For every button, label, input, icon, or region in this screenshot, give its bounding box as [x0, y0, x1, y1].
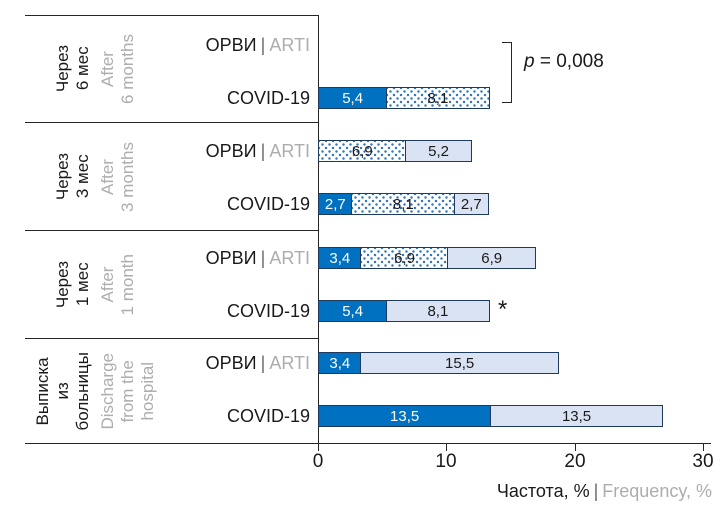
p-value: = 0,008 [539, 51, 604, 72]
row-label-ru: ОРВИ [205, 141, 257, 161]
group-label-ru: Через 6 мес [52, 45, 92, 93]
row-label-orvi-arti: ОРВИ | ARTI [120, 34, 310, 56]
bar-row: 5,4 8,1 [318, 87, 490, 109]
bar-segment-value: 8,1 [392, 195, 414, 213]
group-label-ru: Через 1 мес [52, 260, 92, 309]
row-label-orvi-arti: ОРВИ | ARTI [120, 352, 310, 374]
bar-segment-solid: 3,4 [318, 352, 362, 374]
axis-title-ru: Частота, % [496, 481, 590, 501]
bar-segment-value: 5,2 [428, 142, 449, 160]
bar-segment-light: 6,9 [447, 247, 536, 269]
x-axis-line [25, 443, 711, 444]
row-label-en: ARTI [269, 141, 310, 161]
group-separator-line [25, 338, 318, 339]
row-label-covid: COVID-19 [120, 300, 310, 322]
x-tick-label: 30 [692, 451, 714, 472]
bar-segment-value: 5,4 [342, 302, 364, 320]
group-separator-line [25, 230, 318, 231]
bar-segment-solid: 13,5 [318, 405, 492, 427]
pipe-separator: | [260, 141, 266, 161]
group-label-ru: Через 3 мес [52, 152, 92, 201]
x-tick-label: 0 [312, 451, 324, 472]
bar-row: 3,4 6,9 6,9 [318, 247, 536, 269]
row-label-text: COVID-19 [226, 194, 310, 214]
x-axis-title: Частота, % | Frequency, % [340, 481, 712, 502]
pipe-separator: | [260, 248, 266, 268]
bar-segment-solid: 5,4 [318, 300, 388, 322]
x-tick [703, 443, 704, 451]
bar-segment-value: 3,4 [329, 354, 351, 372]
bar-segment-value: 5,4 [342, 89, 364, 107]
bar-segment-value: 13,5 [561, 407, 592, 425]
bar-segment-value: 6,9 [351, 142, 373, 160]
x-tick-label: 20 [564, 451, 586, 472]
axis-title-en: Frequency, % [602, 481, 712, 501]
bar-row: 3,4 15,5 [318, 352, 560, 374]
frame-top-line [25, 15, 318, 16]
bar-segment-value: 3,4 [329, 249, 351, 267]
x-tick [446, 443, 447, 451]
bar-segment-value: 6,9 [394, 249, 415, 267]
bar-segment-value: 2,7 [460, 195, 482, 213]
row-label-ru: ОРВИ [205, 35, 257, 55]
bar-segment-light: 2,7 [453, 193, 489, 215]
row-label-ru: ОРВИ [205, 353, 257, 373]
row-label-covid: COVID-19 [120, 405, 310, 427]
row-label-orvi-arti: ОРВИ | ARTI [120, 140, 310, 162]
bar-row: 6,9 5,2 [318, 140, 472, 162]
bar-segment-solid: 2,7 [318, 193, 353, 215]
y-axis-line [318, 15, 319, 443]
bar-segment-dotted: 6,9 [360, 247, 449, 269]
bar-row: 5,4 8,1 [318, 300, 490, 322]
bar-segment-light: 15,5 [360, 352, 560, 374]
bar-segment-solid: 3,4 [318, 247, 362, 269]
group-separator-line [25, 122, 318, 123]
bar-segment-light: 13,5 [489, 405, 664, 427]
bar-segment-value: 2,7 [324, 195, 346, 213]
bar-segment-value: 8,1 [427, 302, 449, 320]
row-label-en: ARTI [269, 353, 310, 373]
p-symbol: p [524, 51, 535, 72]
bar-segment-light: 5,2 [405, 140, 472, 162]
bar-segment-value: 15,5 [445, 354, 475, 372]
row-label-en: ARTI [269, 248, 310, 268]
pipe-separator: | [260, 353, 266, 373]
row-label-text: COVID-19 [226, 406, 310, 426]
x-tick [318, 443, 319, 451]
p-value-annotation: p = 0,008 [524, 51, 604, 73]
row-label-covid: COVID-19 [120, 193, 310, 215]
x-tick-label: 10 [435, 451, 457, 472]
group-label-ru: Выписка из больницы [32, 351, 92, 431]
bar-segment-dotted: 6,9 [318, 140, 407, 162]
bar-segment-light: 8,1 [385, 300, 490, 322]
bar-segment-dotted: 8,1 [385, 87, 490, 109]
significance-asterisk: * [498, 296, 508, 323]
row-label-text: COVID-19 [226, 301, 310, 321]
row-label-covid: COVID-19 [120, 87, 310, 109]
pipe-separator: | [593, 481, 599, 501]
pipe-separator: | [260, 35, 266, 55]
row-label-orvi-arti: ОРВИ | ARTI [120, 247, 310, 269]
bar-segment-value: 8,1 [427, 89, 449, 107]
bar-row: 2,7 8,1 2,7 [318, 193, 489, 215]
row-label-text: COVID-19 [226, 88, 310, 108]
row-label-ru: ОРВИ [205, 248, 257, 268]
p-value-bracket [502, 42, 512, 103]
bar-row: 13,5 13,5 [318, 405, 664, 427]
bar-segment-solid: 5,4 [318, 87, 388, 109]
bar-segment-value: 6,9 [481, 249, 503, 267]
row-label-en: ARTI [269, 35, 310, 55]
x-tick [575, 443, 576, 451]
bar-segment-value: 13,5 [390, 407, 420, 425]
bar-segment-dotted: 8,1 [351, 193, 456, 215]
